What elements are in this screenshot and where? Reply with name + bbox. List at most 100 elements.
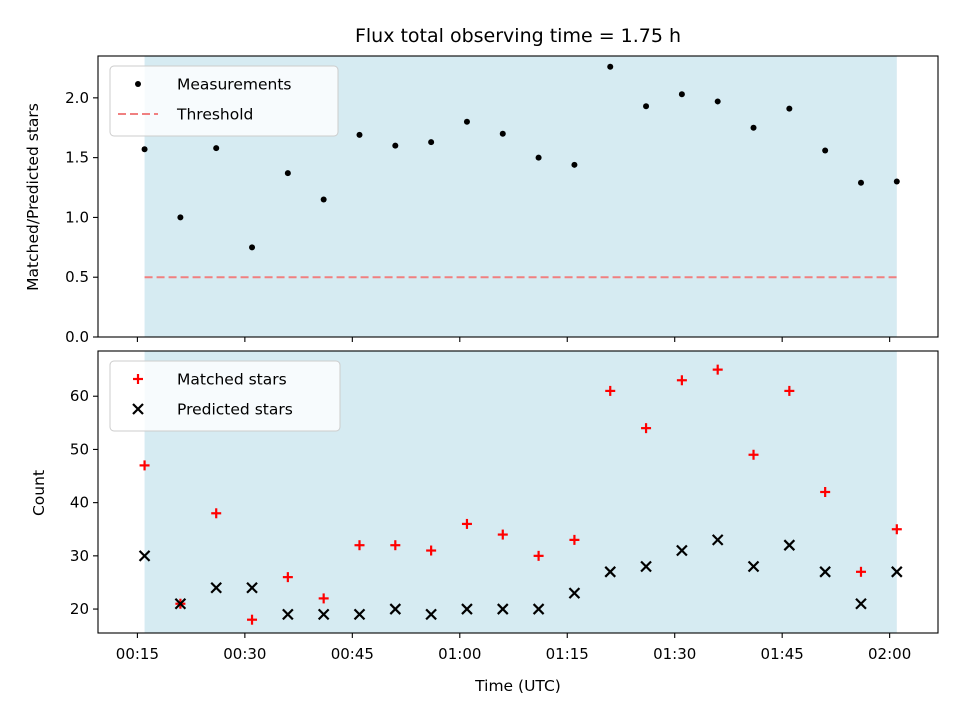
matched-stars-point bbox=[676, 375, 687, 386]
measurement-point bbox=[249, 244, 256, 251]
y-tick-label: 1.5 bbox=[65, 149, 89, 167]
measurement-point bbox=[822, 147, 829, 154]
measurement-point bbox=[535, 154, 542, 161]
matched-stars-point bbox=[318, 593, 329, 604]
predicted-stars-point bbox=[425, 608, 437, 621]
matched-stars-point bbox=[748, 449, 759, 460]
measurement-point bbox=[857, 179, 864, 186]
measurement-point bbox=[499, 130, 506, 137]
bottom-y-axis-label: Count bbox=[30, 470, 48, 516]
measurement-point bbox=[392, 142, 399, 149]
predicted-stars-point bbox=[783, 539, 796, 551]
y-tick-label: 30 bbox=[70, 547, 89, 565]
y-tick-label: 0.0 bbox=[65, 328, 89, 346]
y-tick-label: 60 bbox=[70, 387, 89, 405]
axes-frame bbox=[97, 55, 939, 338]
matched-stars-point bbox=[426, 545, 437, 556]
legend-box bbox=[109, 65, 339, 137]
matched-stars-point bbox=[569, 534, 580, 545]
legend-label: Measurements bbox=[177, 76, 292, 94]
legend-label: Matched stars bbox=[177, 371, 287, 389]
predicted-stars-point bbox=[353, 608, 366, 621]
x-tick-label: 02:00 bbox=[868, 645, 911, 663]
measurement-point bbox=[141, 146, 148, 153]
x-axis-label: Time (UTC) bbox=[474, 677, 561, 695]
legend-marker-x bbox=[132, 403, 144, 415]
legend: Matched stars Predicted stars bbox=[109, 360, 341, 432]
matched-stars-point bbox=[461, 518, 472, 529]
measurement-point bbox=[678, 91, 685, 98]
measurement-point bbox=[750, 124, 757, 131]
legend-marker-dot bbox=[135, 81, 141, 87]
matched-stars-point bbox=[211, 508, 222, 519]
matched-stars-point bbox=[784, 385, 795, 396]
y-tick-label: 2.0 bbox=[65, 89, 89, 107]
measurement-point bbox=[893, 178, 900, 185]
x-tick-label: 01:15 bbox=[546, 645, 589, 663]
measurement-point bbox=[320, 196, 327, 203]
top-y-axis-label: Matched/Predicted stars bbox=[24, 103, 42, 291]
measurement-point bbox=[643, 103, 650, 110]
x-tick-label: 01:30 bbox=[653, 645, 696, 663]
measurement-point bbox=[571, 161, 578, 168]
x-tick-label: 01:00 bbox=[438, 645, 481, 663]
y-tick-label: 40 bbox=[70, 494, 89, 512]
predicted-stars-point bbox=[711, 534, 724, 546]
x-tick-label: 00:15 bbox=[116, 645, 159, 663]
chart-title: Flux total observing time = 1.75 h bbox=[355, 25, 681, 47]
predicted-stars-point bbox=[819, 566, 831, 578]
matched-stars-point bbox=[891, 524, 902, 535]
predicted-stars-point bbox=[640, 560, 652, 573]
predicted-stars-point bbox=[568, 587, 581, 599]
x-tick-label: 01:45 bbox=[761, 645, 804, 663]
measurement-point bbox=[428, 139, 435, 146]
predicted-stars-point bbox=[604, 566, 617, 578]
y-tick-label: 1.0 bbox=[65, 208, 89, 226]
predicted-stars-point bbox=[317, 608, 330, 621]
y-tick-label: 20 bbox=[70, 600, 89, 618]
x-tick-label: 00:30 bbox=[223, 645, 266, 663]
legend: Measurements Threshold bbox=[109, 65, 339, 137]
y-tick-label: 50 bbox=[70, 440, 89, 458]
measurement-point bbox=[463, 118, 470, 125]
matched-stars-point bbox=[282, 572, 293, 583]
matched-stars-point bbox=[139, 460, 150, 471]
predicted-stars-point bbox=[891, 566, 903, 578]
predicted-stars-point bbox=[246, 581, 258, 594]
predicted-stars-point bbox=[210, 581, 222, 594]
measurement-point bbox=[177, 214, 184, 221]
measurement-point bbox=[607, 63, 614, 70]
x-tick-label: 00:45 bbox=[331, 645, 374, 663]
predicted-stars-point bbox=[282, 608, 294, 621]
matched-stars-point bbox=[390, 540, 401, 551]
legend-label: Threshold bbox=[176, 106, 253, 124]
measurement-point bbox=[356, 131, 363, 138]
legend-label: Predicted stars bbox=[177, 401, 293, 419]
predicted-stars-point bbox=[532, 603, 545, 615]
predicted-stars-point bbox=[389, 603, 402, 615]
matched-stars-point bbox=[247, 614, 258, 625]
y-tick-label: 0.5 bbox=[65, 268, 89, 286]
matched-stars-point bbox=[712, 364, 723, 375]
matched-stars-point bbox=[497, 529, 508, 540]
matched-stars-point bbox=[605, 385, 616, 396]
predicted-stars-point bbox=[138, 550, 151, 562]
predicted-stars-point bbox=[174, 597, 187, 610]
matched-stars-point bbox=[641, 423, 652, 434]
predicted-stars-point bbox=[461, 603, 473, 615]
count-panel: 20 30 40 50 60 00:15 00:30 00:45 01:00 01:15 01:30… bbox=[70, 350, 939, 663]
matched-stars-point bbox=[354, 540, 365, 551]
predicted-stars-point bbox=[747, 560, 760, 573]
ratio-panel: 0.0 0.5 1.0 1.5 2.0 Measurements Threshold bbox=[65, 55, 939, 346]
measurement-point bbox=[714, 98, 721, 105]
predicted-stars-point bbox=[496, 603, 509, 615]
predicted-stars-point bbox=[676, 544, 688, 557]
measurement-point bbox=[786, 105, 793, 112]
legend-box bbox=[109, 360, 341, 432]
legend-marker-plus bbox=[133, 374, 143, 384]
matched-stars-point bbox=[820, 487, 831, 497]
measurement-point bbox=[213, 145, 220, 152]
predicted-stars-point bbox=[855, 597, 867, 610]
matched-stars-point bbox=[533, 550, 544, 561]
